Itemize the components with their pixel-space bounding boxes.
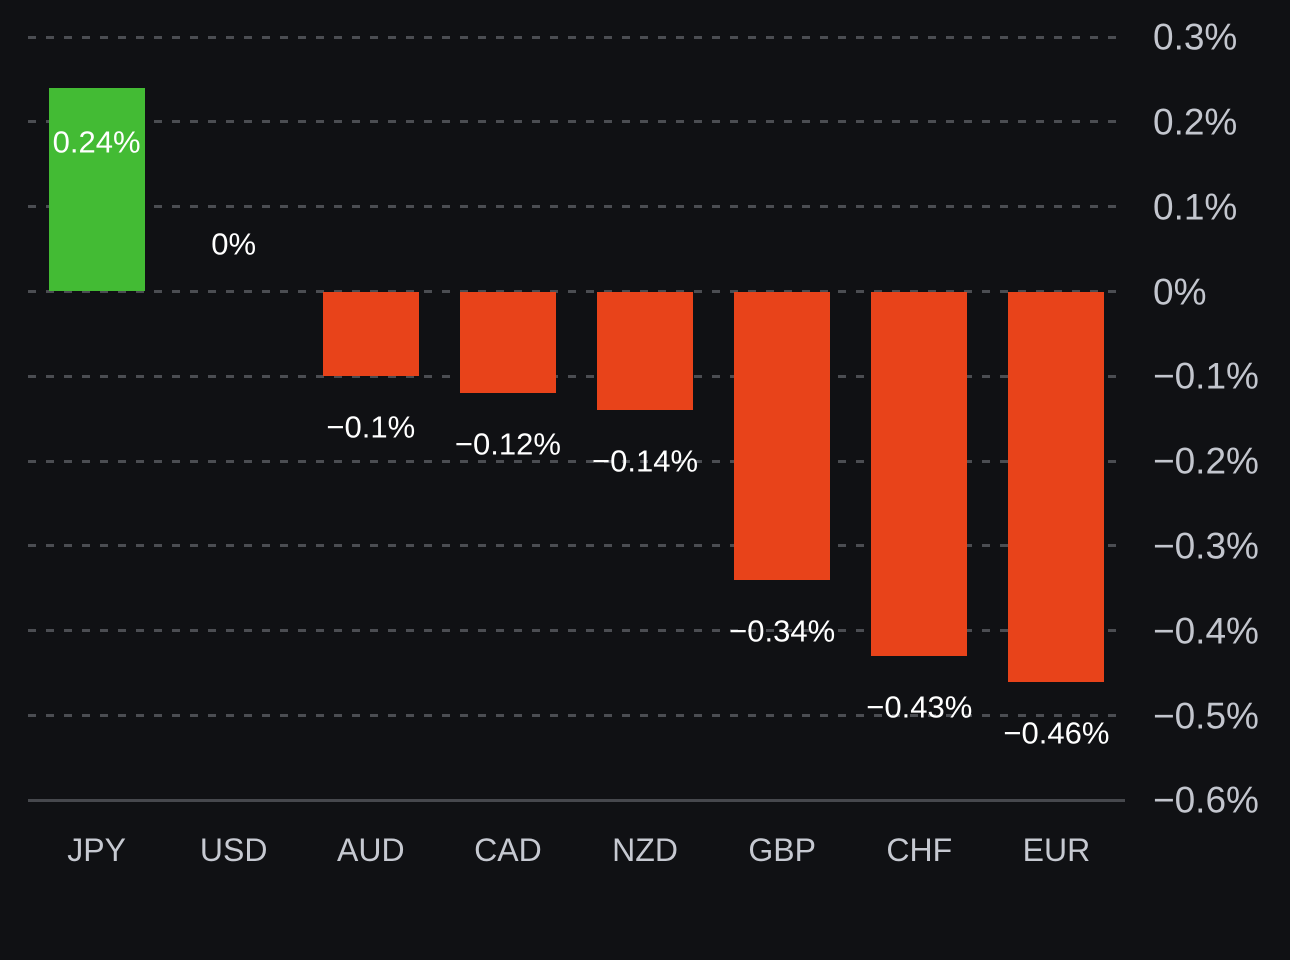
value-label-chf: −0.43% <box>866 689 973 725</box>
value-label-nzd: −0.14% <box>592 443 699 479</box>
value-label-aud: −0.1% <box>326 409 416 445</box>
h-gridline-0.2% <box>28 120 1125 124</box>
y-tick-label--0.5%: −0.5% <box>1153 695 1259 736</box>
bar-jpy[interactable] <box>48 87 145 292</box>
x-category-label-jpy: JPY <box>67 832 126 868</box>
bar-nzd[interactable] <box>597 291 694 411</box>
h-gridline--0.4% <box>28 629 1125 633</box>
value-label-usd: 0% <box>211 226 257 261</box>
y-tick-label--0.4%: −0.4% <box>1153 610 1259 652</box>
x-category-label-gbp: GBP <box>748 832 816 868</box>
x-category-label-cad: CAD <box>474 832 542 868</box>
x-category-label-usd: USD <box>199 832 268 868</box>
y-tick-label-0%: 0% <box>1153 271 1207 312</box>
y-tick-label--0.6%: −0.6% <box>1153 779 1259 821</box>
y-tick-label-0.3%: 0.3% <box>1153 16 1238 58</box>
value-label-gbp: −0.34% <box>729 613 836 649</box>
y-tick-label--0.3%: −0.3% <box>1153 525 1259 567</box>
x-category-label-eur: EUR <box>1022 832 1091 868</box>
x-axis-line <box>28 798 1125 802</box>
h-gridline--0.3% <box>28 544 1125 548</box>
bar-chf[interactable] <box>871 291 968 657</box>
bar-aud[interactable] <box>322 291 419 377</box>
y-tick-label--0.2%: −0.2% <box>1153 440 1259 482</box>
x-category-label-aud: AUD <box>337 832 405 868</box>
bar-cad[interactable] <box>459 291 556 394</box>
h-gridline--0.5% <box>28 714 1125 717</box>
y-tick-label--0.1%: −0.1% <box>1153 355 1259 397</box>
y-tick-label-0.1%: 0.1% <box>1153 186 1238 228</box>
y-tick-label-0.2%: 0.2% <box>1153 101 1238 143</box>
x-category-label-nzd: NZD <box>612 832 678 868</box>
h-gridline-0% <box>28 290 1125 293</box>
value-label-eur: −0.46% <box>1003 715 1110 751</box>
value-label-jpy: 0.24% <box>52 124 141 160</box>
h-gridline-0.1% <box>28 205 1125 209</box>
h-gridline--0.2% <box>28 459 1125 463</box>
h-gridline--0.1% <box>28 374 1125 378</box>
value-label-cad: −0.12% <box>454 426 561 462</box>
h-gridline-0.3% <box>28 35 1125 39</box>
x-category-label-chf: CHF <box>886 832 953 868</box>
bar-eur[interactable] <box>1008 291 1105 682</box>
bar-gbp[interactable] <box>734 291 831 580</box>
